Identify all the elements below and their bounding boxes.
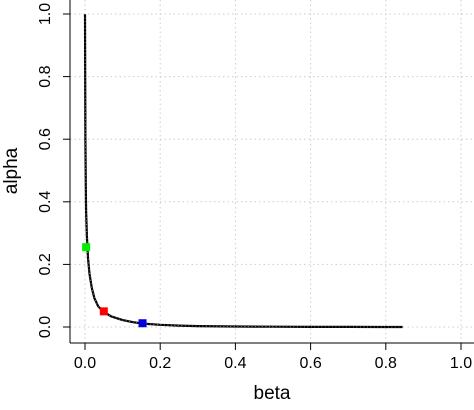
marker-0 (82, 243, 91, 252)
x-tick-label-2: 0.4 (224, 355, 246, 372)
curve-group (83, 13, 403, 329)
y-tick-label-2: 0.4 (37, 191, 54, 213)
plot-frame (69, 0, 474, 344)
y-tick-label-0: 0.0 (37, 316, 54, 338)
marker-group (82, 243, 147, 328)
x-axis-title: beta (254, 383, 291, 404)
y-axis-title: alpha (1, 147, 22, 194)
y-axis: 0.0 0.2 0.4 0.6 0.8 1.0 (37, 3, 70, 338)
x-tick-label-3: 0.6 (299, 355, 321, 372)
y-tick-label-4: 0.8 (37, 65, 54, 87)
x-tick-label-4: 0.8 (375, 355, 397, 372)
x-tick-label-1: 0.2 (149, 355, 171, 372)
curve-dots-0 (84, 13, 403, 328)
y-tick-label-5: 1.0 (37, 3, 54, 25)
x-axis: 0.0 0.2 0.4 0.6 0.8 1.0 (74, 343, 472, 372)
x-tick-label-0: 0.0 (74, 355, 96, 372)
y-tick-label-3: 0.6 (37, 128, 54, 150)
curve-line-0 (83, 13, 403, 329)
marker-1 (99, 307, 108, 316)
y-tick-label-1: 0.2 (37, 253, 54, 275)
marker-2 (138, 319, 147, 328)
grid (70, 0, 474, 343)
x-tick-label-5: 1.0 (450, 355, 472, 372)
